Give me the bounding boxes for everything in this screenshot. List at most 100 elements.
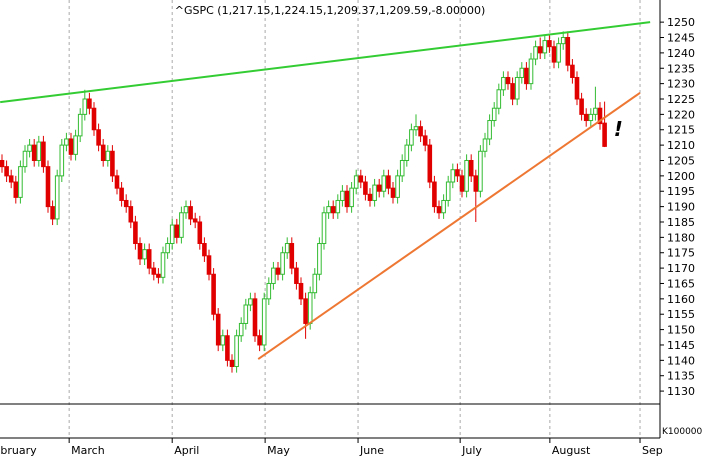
candle-body (215, 313, 221, 346)
candle-body (156, 273, 161, 278)
candle-body (243, 304, 249, 324)
candle-body (36, 141, 42, 161)
y-tick-label: 1190 (667, 201, 695, 214)
candle-body (422, 135, 428, 146)
candle-body (4, 166, 9, 177)
candle-body (367, 193, 373, 201)
y-tick-label: 1240 (667, 47, 695, 60)
candle-body (82, 98, 88, 115)
plot-area (0, 21, 651, 373)
candle-body (77, 113, 83, 137)
y-tick-label: 1235 (667, 62, 695, 75)
y-tick-label: 1245 (667, 32, 695, 45)
candle-body (68, 138, 74, 155)
candle-body (41, 141, 46, 168)
candle-body (501, 76, 506, 91)
x-tick-label: June (359, 444, 384, 457)
candle-body (542, 40, 548, 54)
candle-body (294, 267, 299, 284)
candle-body (556, 43, 561, 63)
candle-body (349, 187, 354, 208)
candle-body (597, 107, 603, 125)
candle-body (386, 175, 391, 189)
candle-body (583, 113, 589, 122)
y-tick-label: 1220 (667, 108, 695, 121)
candle-body (551, 46, 557, 63)
y-tick-label: 1130 (667, 385, 695, 398)
candle-body (312, 273, 318, 294)
candle-body (165, 243, 170, 254)
trend-line (0, 21, 651, 104)
candle-body (238, 322, 244, 337)
candle-body (418, 126, 423, 137)
candle-body (510, 83, 515, 100)
candle-body (137, 243, 143, 260)
candle-body (593, 107, 598, 115)
candle-body (565, 37, 571, 66)
x-tick-label: August (552, 444, 591, 457)
candle-body (588, 113, 594, 122)
candle-body (261, 298, 267, 346)
candle-body (602, 122, 607, 147)
candle-body (303, 298, 308, 324)
candle-body (560, 37, 566, 45)
candle-body (8, 175, 14, 183)
candle-body (358, 175, 364, 183)
candle-body (100, 144, 106, 161)
y-tick-label: 1195 (667, 185, 695, 198)
candle-body (87, 98, 92, 109)
candle-body (54, 175, 60, 220)
candle-body (413, 126, 419, 131)
candle-body (395, 175, 400, 198)
candle-body (363, 181, 368, 195)
y-tick-label: 1200 (667, 170, 695, 183)
candle-body (211, 273, 216, 315)
y-tick-label: 1210 (667, 139, 695, 152)
y-tick-label: 1140 (667, 354, 695, 367)
candle-body (427, 144, 433, 183)
candle-body (13, 181, 19, 198)
y-tick-label: 1185 (667, 216, 695, 229)
candle-body (570, 64, 575, 78)
candle-body (27, 144, 32, 152)
candle-body (248, 298, 253, 306)
candle-body (505, 76, 511, 85)
candle-body (432, 181, 437, 208)
y-tick-label: 1165 (667, 277, 695, 290)
candle-body (353, 175, 359, 189)
candle-body (372, 184, 377, 201)
x-tick-label: May (267, 444, 290, 457)
candle-body (22, 150, 28, 168)
candle-body (206, 255, 212, 275)
candle-body (183, 206, 189, 214)
candle-body (496, 89, 502, 109)
candle-body (289, 243, 295, 269)
candle-body (579, 98, 584, 115)
candle-body (524, 67, 529, 85)
candle-body (266, 282, 272, 300)
x-tick-label: July (461, 444, 482, 457)
candle-body (441, 199, 446, 214)
candle-body (514, 76, 520, 100)
candle-body (96, 129, 101, 146)
candle-body (376, 184, 382, 192)
candle-body (225, 335, 230, 361)
candle-body (91, 107, 97, 131)
candle-body (128, 206, 134, 223)
candle-body (335, 199, 341, 214)
candle-body (298, 282, 304, 300)
candle-body (275, 267, 281, 275)
y-tick-label: 1250 (667, 16, 695, 29)
candle-body (110, 150, 115, 177)
candle-body (18, 166, 23, 198)
candle-body (445, 181, 451, 201)
candle-body (179, 212, 184, 238)
candle-body (220, 335, 226, 346)
y-tick-label: 1150 (667, 324, 695, 337)
candle-body (114, 175, 120, 189)
candle-body (105, 150, 111, 161)
candle-body (574, 76, 580, 100)
candle-body (174, 224, 180, 238)
candle-body (317, 243, 322, 275)
